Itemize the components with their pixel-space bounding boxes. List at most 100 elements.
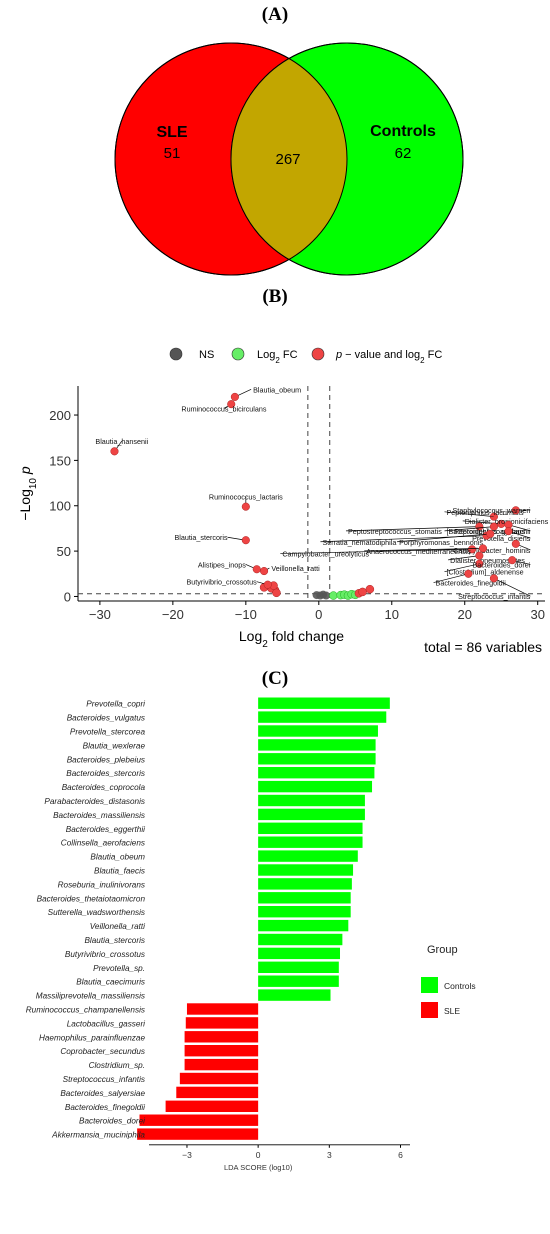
point-label: Bacteroides_dorei: [472, 560, 530, 569]
venn-controls-name: Controls: [370, 123, 436, 140]
lda-category-label: Blautia_wexlerae: [83, 741, 146, 750]
lda-x-tick-label: 3: [327, 1150, 332, 1160]
lda-bar: [258, 767, 375, 779]
lda-category-label: Lactobacillus_gasseri: [67, 1019, 145, 1028]
lda-bar-chart: Prevotella_copri Bacteroides_vulgatus Prev…: [26, 697, 476, 1172]
point-label: Campylobacter_hominis: [453, 546, 531, 555]
volcano-point: [110, 447, 119, 456]
lda-category-label: Veillonella_ratti: [90, 922, 145, 931]
lda-bar: [258, 989, 331, 1001]
lda-category-label: Roseburia_inulinivorans: [58, 880, 145, 889]
lda-category-label: Massiliprevotella_massiliensis: [36, 992, 145, 1001]
point-connector: [345, 526, 480, 532]
lda-category-label: Blautia_faecis: [94, 866, 145, 875]
volcano-point-sig: [365, 584, 375, 594]
x-axis-label: Log2 fold change: [239, 628, 344, 650]
legend-label-1: Log2 FC: [257, 349, 298, 365]
lda-category-label: Bacteroides_finegoldii: [65, 1103, 145, 1112]
volcano-point: [478, 544, 488, 553]
x-tick-label: 20: [458, 607, 472, 622]
lda-bar: [165, 1100, 259, 1112]
point-connector: [444, 511, 494, 517]
x-tick-label: 0: [315, 607, 322, 622]
lda-bar: [258, 933, 343, 946]
y-tick-label: 200: [49, 408, 71, 423]
lda-bar: [258, 878, 352, 890]
volcano-point: [486, 529, 495, 538]
point-label: Bacteroides_finegoldii: [436, 579, 507, 588]
lda-bar: [184, 1058, 259, 1071]
venn-overlap: [231, 43, 347, 275]
lda-x-axis-label: LDA SCORE (log10): [224, 1163, 293, 1172]
volcano-point: [475, 559, 484, 568]
lda-bar: [258, 794, 365, 807]
volcano-point-sig: [272, 588, 281, 598]
lda-category-label: Coprobacter_secundus: [60, 1047, 145, 1056]
point-label: Blautia_hansenii: [95, 437, 148, 446]
lda-bar: [179, 1072, 259, 1085]
point-connector: [433, 573, 469, 583]
lda-bar: [258, 739, 376, 751]
lda-category-label: Bacteroides_eggerthii: [66, 825, 145, 834]
point-label: Staphylococcus_warneri: [453, 506, 531, 515]
point-label: [Clostridium]_aldenense: [446, 568, 523, 577]
point-connector: [444, 526, 494, 532]
lda-category-label: Ruminococcus_champanellensis: [26, 1005, 145, 1014]
lda-category-label: Clostridium_sp.: [89, 1061, 145, 1070]
lda-category-label: Bacteroides_vulgatus: [67, 714, 145, 723]
point-label: [Bacteroides]_coagulans: [446, 527, 525, 536]
point-label: Alistipes_inops: [198, 560, 246, 569]
point-label: Peptostreptococcus_stomatis: [348, 527, 442, 536]
volcano-point: [511, 539, 520, 548]
lda-category-label: Akkermansia_muciniphila: [51, 1131, 145, 1140]
lda-bar: [258, 725, 378, 737]
lda-category-label: Collinsella_aerofaciens: [61, 839, 145, 848]
lda-category-label: Bacteroides_coprocola: [62, 783, 146, 792]
volcano-point: [230, 392, 239, 401]
point-label: Blautia_stercoris: [174, 533, 228, 542]
lda-bar: [258, 850, 358, 862]
volcano-point: [508, 556, 517, 565]
lda-category-label: Blautia_obeum: [90, 853, 145, 862]
point-connector: [397, 533, 491, 543]
y-tick-label: 50: [57, 544, 71, 559]
lda-category-label: Bacteroides_massiliensis: [53, 811, 145, 820]
volcano-point-ns: [312, 591, 321, 600]
lda-legend-label-0: Controls: [444, 981, 476, 991]
point-connector: [364, 548, 483, 552]
total-variables-caption: total = 86 variables: [424, 639, 542, 655]
lda-category-label: Bacteroides_dorei: [79, 1117, 145, 1126]
point-label: Ruminococcus_lactaris: [209, 492, 283, 501]
lda-category-label: Blautia_caecimuris: [76, 978, 145, 987]
point-label: Porphyromonas_bennonis: [399, 538, 483, 547]
y-tick-label: 0: [64, 589, 71, 604]
volcano-point: [241, 502, 250, 511]
lda-legend-key-1: [421, 1002, 438, 1018]
lda-bar: [258, 961, 339, 973]
x-tick-label: −20: [162, 607, 184, 622]
venn-sle-count: 51: [164, 145, 181, 162]
lda-category-label: Bacteroides_thetaiotaomicron: [37, 894, 146, 903]
lda-bar: [258, 753, 376, 765]
point-connector: [444, 563, 480, 573]
volcano-point: [252, 565, 261, 574]
volcano-point: [511, 506, 520, 515]
point-connector: [448, 555, 480, 561]
lda-bar: [137, 1128, 259, 1140]
point-connector: [493, 578, 531, 597]
point-label: Prevotella_disiens: [472, 534, 531, 543]
lda-bar: [258, 947, 341, 960]
lda-bar: [258, 906, 351, 918]
volcano-point: [504, 527, 513, 536]
volcano-point: [489, 522, 498, 531]
legend-label-2: p − value and log2 FC: [335, 349, 442, 365]
volcano-point-sig: [358, 587, 367, 597]
volcano-point: [475, 522, 484, 531]
legend-key-1: [231, 347, 245, 361]
venn-sle-name: SLE: [156, 124, 187, 141]
lda-bar: [258, 836, 363, 848]
point-label: Streptococcus_infantis: [458, 592, 531, 601]
lda-category-label: Blautia_stercoris: [84, 936, 145, 945]
lda-legend-key-0: [421, 977, 438, 993]
lda-category-label: Bacteroides_stercoris: [66, 769, 145, 778]
